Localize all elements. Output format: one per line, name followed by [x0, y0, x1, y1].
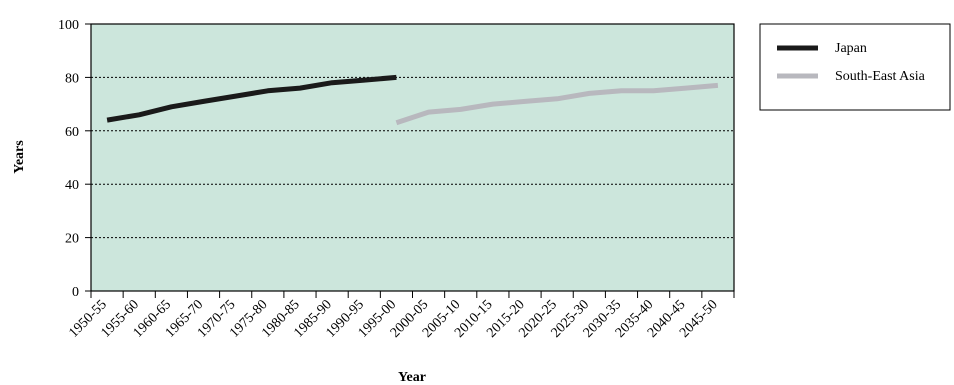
y-tick-label: 80	[65, 71, 79, 86]
y-tick-label: 20	[65, 232, 79, 247]
legend-label-japan: Japan	[835, 41, 867, 56]
y-axis-ticks: 0 20 40 60 80 100	[58, 18, 91, 300]
gridlines	[91, 76, 734, 239]
y-tick-label: 0	[72, 285, 79, 300]
x-axis-ticks: 1950-551955-601960-651965-701970-751975-…	[66, 291, 735, 341]
x-axis-title: Year	[398, 370, 426, 385]
y-axis-title: Years	[12, 140, 27, 174]
legend-label-south-east-asia: South-East Asia	[835, 69, 926, 84]
series-line-south-east-asia	[395, 82, 719, 126]
plot-area	[90, 23, 735, 292]
legend-box	[759, 23, 951, 111]
y-tick-label: 40	[65, 178, 79, 193]
y-tick-label: 100	[58, 18, 79, 33]
series-line-japan	[106, 74, 397, 123]
y-tick-label: 60	[65, 125, 79, 140]
series-lines	[106, 74, 719, 126]
legend: Japan South-East Asia	[759, 23, 951, 111]
